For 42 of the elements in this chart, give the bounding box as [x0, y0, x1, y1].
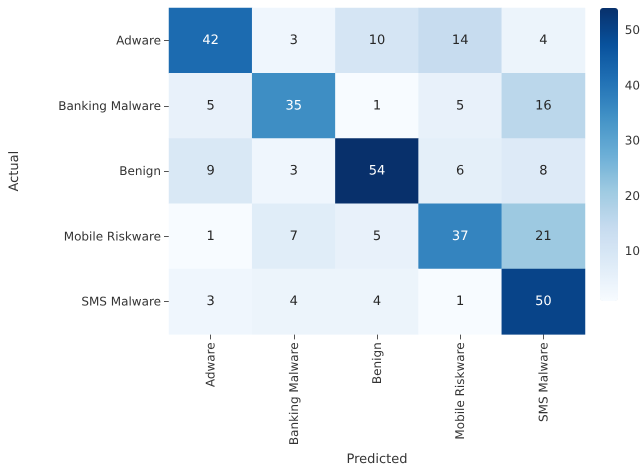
y-tick-label: SMS Malware: [81, 294, 161, 309]
data-label: 5: [456, 98, 464, 114]
data-label: 10: [368, 33, 386, 48]
data-label: 9: [206, 164, 215, 179]
x-tick-label: SMS Malware: [536, 342, 550, 422]
data-label: 7: [290, 228, 298, 244]
data-label: 5: [206, 98, 215, 114]
data-label: 4: [290, 294, 298, 310]
data-label: 1: [206, 228, 215, 244]
y-tick-label: Benign: [119, 164, 161, 178]
data-label: 3: [290, 164, 298, 179]
data-label: 21: [535, 228, 552, 244]
data-label: 50: [535, 294, 552, 310]
x-axis-title: Predicted: [346, 452, 408, 467]
data-label: 4: [539, 33, 548, 48]
data-label: 8: [539, 164, 548, 179]
data-label: 3: [206, 294, 215, 310]
y-tick-label: Adware: [116, 34, 161, 48]
data-label: 14: [452, 33, 468, 48]
y-tick-label: Mobile Riskware: [64, 229, 161, 244]
data-label: 42: [202, 33, 219, 48]
color-bar-label: 50: [624, 23, 640, 38]
data-label: 6: [456, 164, 464, 179]
data-label: 3: [290, 33, 298, 48]
x-tick-label: Adware: [204, 342, 218, 388]
data-label: 16: [535, 98, 552, 114]
data-label: 5: [372, 228, 382, 244]
color-bar-label: 20: [624, 188, 640, 203]
color-bar-label: 30: [624, 134, 640, 148]
data-label: 1: [456, 294, 464, 310]
data-label: 37: [452, 228, 468, 244]
data-label: 35: [286, 98, 302, 114]
x-tick-label: Benign: [370, 342, 384, 384]
color-bar-label: 10: [624, 244, 640, 258]
data-label: 54: [368, 164, 386, 179]
x-tick-label: Mobile Riskware: [453, 342, 468, 440]
data-label: 1: [372, 98, 382, 114]
x-tick-label: Banking Malware: [286, 342, 301, 446]
y-axis-title: Actual: [7, 150, 22, 192]
y-tick-label: Banking Malware: [58, 98, 161, 113]
color-bar-label: 40: [624, 78, 640, 92]
data-label: 4: [372, 294, 382, 310]
